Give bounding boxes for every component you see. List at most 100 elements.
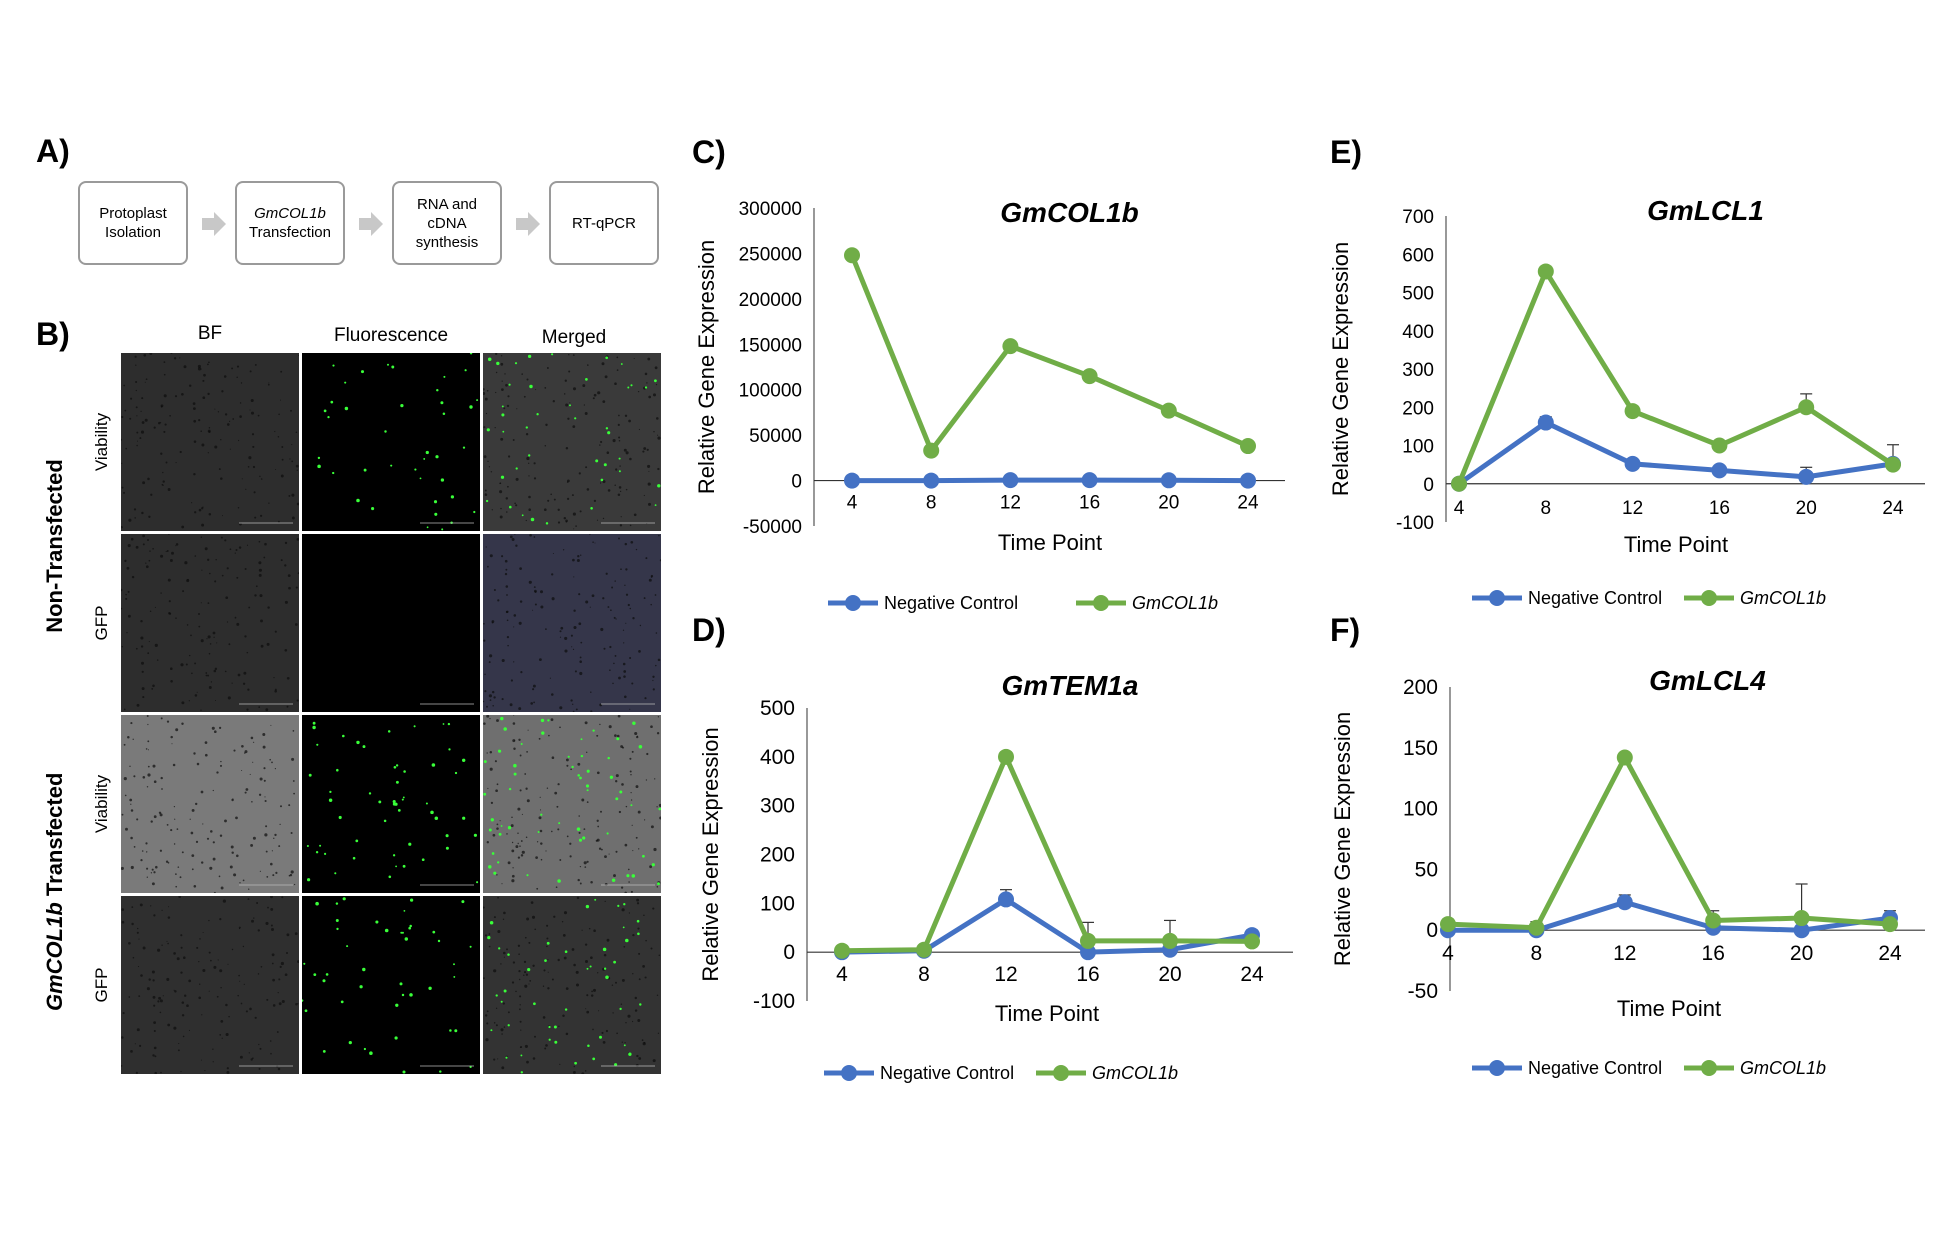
y-tick-label: 100 [760,892,795,915]
x-tick-label: 4 [1454,498,1465,519]
y-tick-label: 300 [760,795,795,818]
data-point [1240,472,1256,489]
data-point [1240,438,1256,455]
micrograph-tile [121,353,299,531]
y-tick-label: -50 [1408,980,1438,1003]
svg-text:Negative Control: Negative Control [1528,1058,1662,1078]
panel-label-b: B) [36,316,70,352]
x-tick-label: 16 [1702,942,1725,965]
micrograph-tile [483,534,661,712]
y-tick-label: 400 [1402,322,1434,343]
series-line [839,896,1255,955]
y-tick-label: 0 [1426,919,1438,942]
y-tick-label: 400 [760,746,795,769]
y-tick-label: 600 [1402,245,1434,266]
data-point [1162,932,1178,949]
data-point [998,748,1014,765]
data-point [1002,472,1019,489]
micrograph-image [483,534,661,712]
data-point [1081,472,1098,489]
workflow-step-rna-cdna: RNA and cDNA synthesis [392,181,502,265]
data-point [1160,472,1177,489]
y-tick-label: 700 [1402,207,1434,228]
x-tick-label: 24 [1240,963,1264,986]
data-point [1537,263,1554,280]
x-tick-label: 20 [1158,493,1179,514]
y-tick-label: 200 [1402,398,1434,419]
micrograph-tile [483,715,661,893]
y-tick-label: 100 [1403,798,1438,821]
workflow-step-text: synthesis [415,233,479,251]
row-label-viability-2: Viability [92,774,111,834]
micrograph-image [302,353,480,531]
data-point [834,942,850,959]
micrograph-tile [302,896,480,1074]
group-label-suffix: Transfected [42,772,67,903]
workflow-step-text: GmCOL1b [254,205,326,222]
micrograph-image [302,715,480,893]
legend-entry: GmCOL1b [1036,1063,1178,1083]
micrograph-tile [302,353,480,531]
x-axis-label: Time Point [995,1001,1099,1026]
data-point [1537,414,1554,431]
y-tick-label: 500 [760,697,795,720]
y-tick-label: 200000 [739,290,802,311]
svg-text:Negative Control: Negative Control [880,1063,1014,1083]
y-tick-label: -100 [1396,513,1434,534]
data-point [1160,402,1177,419]
micrograph-image [121,715,299,893]
data-point [1616,749,1633,766]
y-tick-label: 250000 [739,244,802,265]
y-tick-label: 500 [1402,284,1434,305]
x-tick-label: 8 [1541,498,1552,519]
group-label-non-transfected: Non-Transfected [42,459,67,633]
x-tick-label: 8 [1531,942,1543,965]
x-tick-label: 4 [847,493,858,514]
chart-title: GmCOL1b [1000,197,1138,228]
data-point [1244,933,1260,950]
y-tick-label: 100 [1402,437,1434,458]
data-point [1798,468,1815,485]
y-tick-label: 0 [783,941,795,964]
legend-entry: Negative Control [828,593,1018,613]
chart-title: GmLCL4 [1649,665,1766,696]
y-tick-label: 150 [1403,737,1438,760]
legend-entry: Negative Control [824,1063,1014,1083]
micrograph-image [302,896,480,1074]
data-point [844,247,860,264]
legend-entry: Negative Control [1472,1058,1662,1078]
workflow-step-transfection: GmCOL1b Transfection [235,181,345,265]
workflow-step-rt-qpcr: RT-qPCR [549,181,659,265]
y-axis-label: Relative Gene Expression [698,727,723,981]
data-point [1624,403,1641,420]
x-tick-label: 16 [1709,498,1730,519]
data-point [1528,919,1545,936]
data-point [1081,368,1098,385]
svg-text:Negative Control: Negative Control [1528,588,1662,608]
data-point [1624,455,1641,472]
workflow-step-protoplast-isolation: Protoplast Isolation [78,181,188,265]
micrograph-image [121,896,299,1074]
series-line [1445,755,1893,931]
panel-label-d: D) [692,612,726,648]
chart-title: GmTEM1a [1002,670,1139,701]
x-tick-label: 16 [1079,493,1100,514]
data-point [916,941,932,958]
y-tick-label: 300000 [739,199,802,220]
y-tick-label: 200 [760,844,795,867]
row-label-gfp-2: GFP [92,967,111,1003]
legend-entry: GmCOL1b [1684,1058,1826,1078]
x-tick-label: 12 [994,963,1017,986]
x-tick-label: 4 [836,963,848,986]
micrograph-image [121,353,299,531]
y-tick-label: 200 [1403,676,1438,699]
micrograph-tile [302,715,480,893]
arrow-right-icon [359,212,383,236]
chart-gmtem1a: GmTEM1a -100 0 100 200 300 400 500 4 8 12 16 20 24 Tim… [698,670,1293,1083]
workflow-step-text: RT-qPCR [572,214,636,232]
panel-label-a: A) [36,133,70,169]
micrograph-tile [121,896,299,1074]
x-axis-label: Time Point [998,530,1102,555]
data-point [1080,944,1096,961]
panel-label-f: F) [1330,612,1361,648]
